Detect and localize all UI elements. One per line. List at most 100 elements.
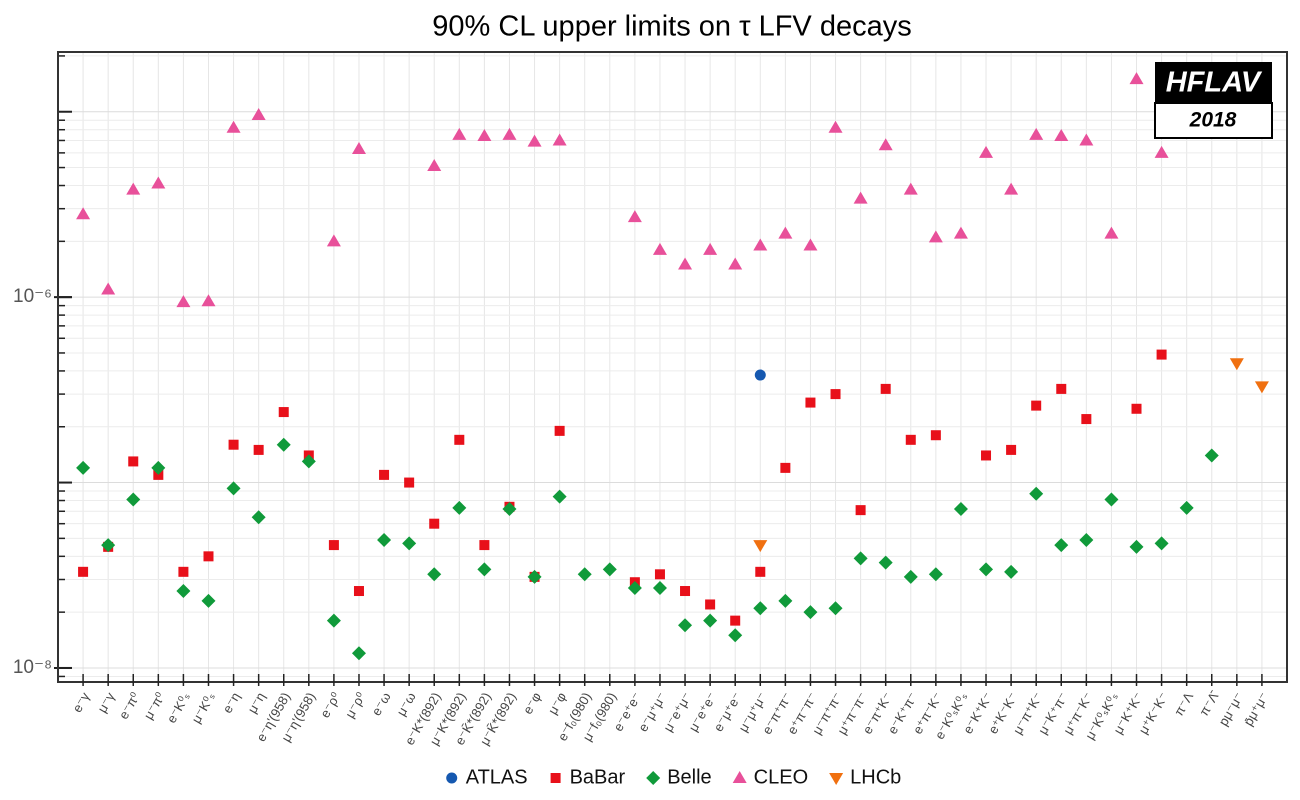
point [803,238,818,251]
point [1054,128,1069,141]
point [404,477,415,488]
point [1004,564,1019,579]
point [1104,226,1119,239]
point [78,566,89,577]
point [1129,539,1144,554]
point [253,444,264,455]
x-tick-label: e⁻γ [69,689,93,715]
point [101,282,116,295]
point [101,538,116,553]
point [328,540,339,551]
point [353,586,364,597]
point [828,120,843,133]
point [126,492,141,507]
point [705,599,716,610]
logo-box [1155,62,1272,103]
point [1081,414,1092,425]
point [1131,403,1142,414]
chart-title: 90% CL upper limits on τ LFV decays [432,11,911,43]
point [203,551,214,562]
point [577,567,592,582]
point [1079,532,1094,547]
point [878,138,893,151]
point [928,230,943,243]
x-tick-label: e⁻π⁰ [116,690,143,722]
point [351,646,366,661]
point [905,434,916,445]
point [276,437,291,452]
point [878,555,893,570]
point [251,108,266,121]
x-tick-label: e⁻φ [520,690,544,717]
point [880,383,891,394]
point [377,532,392,547]
point [301,454,316,469]
point [326,613,341,628]
point [251,510,266,525]
point [803,605,818,620]
point [176,295,191,308]
point [953,226,968,239]
point [151,176,166,189]
point [1029,127,1044,140]
point [855,505,866,516]
point [778,226,793,239]
x-tick-label: e⁻K⁰ₛ [164,690,193,726]
x-tick-label: μ⁻φ [545,690,569,717]
point [226,481,241,496]
point [853,191,868,204]
point [76,207,91,220]
point [278,407,289,418]
point [402,536,417,551]
point [1129,72,1144,85]
point [753,238,768,251]
point [1254,381,1269,394]
point [228,439,239,450]
point [728,628,743,643]
point [351,141,366,154]
x-tick-label: e⁻ω [369,690,394,719]
legend-marker [446,772,458,784]
x-tick-label: e⁻η [219,690,243,716]
x-tick-label: μ⁻K⁰ₛ [189,690,219,726]
point [452,500,467,515]
point [452,127,467,140]
point [627,210,642,223]
legend-marker [732,771,747,783]
point [176,584,191,599]
point [379,469,390,480]
point [552,489,567,504]
logo-text: HFLAV [1166,67,1263,99]
point [552,133,567,146]
point [326,234,341,247]
logo-year: 2018 [1189,109,1237,132]
legend-label: BaBar [570,766,626,788]
point [652,242,667,255]
point [527,134,542,147]
x-tick-label: p̄μ⁺μ⁻ [1241,690,1272,729]
point [502,127,517,140]
point [76,460,91,475]
point [1029,486,1044,501]
legend-label: Belle [667,766,711,788]
logo-year-box [1154,102,1273,139]
point [226,120,241,133]
x-tick-label: μ⁻ω [393,690,418,719]
point [1079,133,1094,146]
point [477,128,492,141]
point [680,586,691,597]
point [1104,492,1119,507]
legend-label: CLEO [754,766,808,788]
point [755,566,766,577]
x-tick-label: π⁻Λ [1171,689,1196,718]
x-tick-label: e⁻ρ⁰ [317,690,343,721]
point [427,158,442,171]
x-tick-label: μ⁻η [244,690,268,716]
legend-label: ATLAS [466,766,528,788]
point [805,397,816,408]
point [479,540,490,551]
point [654,569,665,580]
point [429,518,440,529]
point [930,430,941,441]
point [703,613,718,628]
